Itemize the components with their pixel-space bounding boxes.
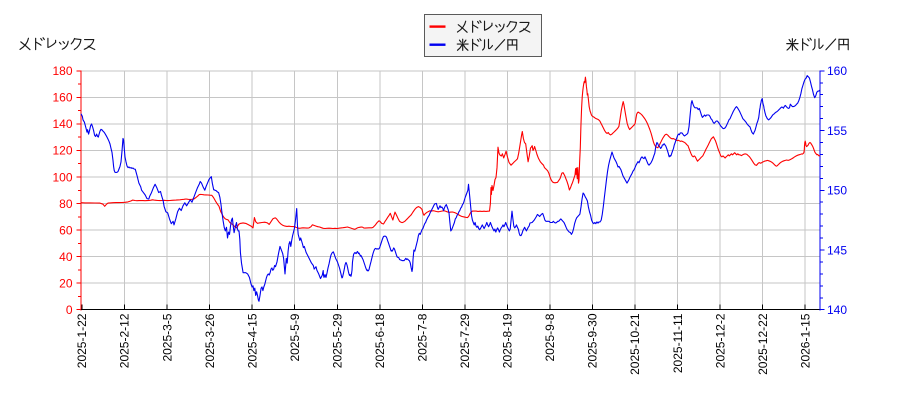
svg-text:2025-8-19: 2025-8-19	[501, 313, 515, 368]
svg-text:0: 0	[66, 303, 73, 317]
svg-text:155: 155	[827, 124, 847, 138]
svg-text:2026-1-15: 2026-1-15	[798, 313, 812, 368]
svg-text:140: 140	[52, 117, 72, 131]
svg-text:2025-10-21: 2025-10-21	[628, 313, 642, 375]
svg-text:20: 20	[59, 276, 73, 290]
svg-text:2025-1-22: 2025-1-22	[75, 313, 89, 368]
svg-text:2025-9-30: 2025-9-30	[586, 313, 600, 368]
svg-text:145: 145	[827, 243, 847, 257]
svg-text:2025-9-8: 2025-9-8	[543, 313, 557, 361]
svg-text:2025-6-18: 2025-6-18	[373, 313, 387, 368]
svg-text:40: 40	[59, 250, 73, 264]
svg-text:2025-7-8: 2025-7-8	[416, 313, 430, 361]
svg-text:160: 160	[52, 91, 72, 105]
svg-text:150: 150	[827, 184, 847, 198]
svg-text:80: 80	[59, 197, 73, 211]
svg-text:140: 140	[827, 303, 847, 317]
svg-text:2025-12-2: 2025-12-2	[713, 313, 727, 368]
svg-text:2025-2-12: 2025-2-12	[118, 313, 132, 368]
svg-text:2025-5-29: 2025-5-29	[330, 313, 344, 368]
svg-text:180: 180	[52, 64, 72, 78]
svg-text:2025-11-11: 2025-11-11	[671, 313, 685, 373]
svg-text:60: 60	[59, 223, 73, 237]
svg-text:100: 100	[52, 170, 72, 184]
svg-text:2025-7-29: 2025-7-29	[458, 313, 472, 368]
svg-text:120: 120	[52, 144, 72, 158]
svg-text:2025-12-22: 2025-12-22	[756, 313, 770, 375]
svg-text:160: 160	[827, 64, 847, 78]
svg-text:2025-3-26: 2025-3-26	[203, 313, 217, 368]
svg-text:2025-4-15: 2025-4-15	[245, 313, 259, 368]
svg-text:2025-3-5: 2025-3-5	[160, 313, 174, 361]
svg-text:2025-5-9: 2025-5-9	[288, 313, 302, 361]
